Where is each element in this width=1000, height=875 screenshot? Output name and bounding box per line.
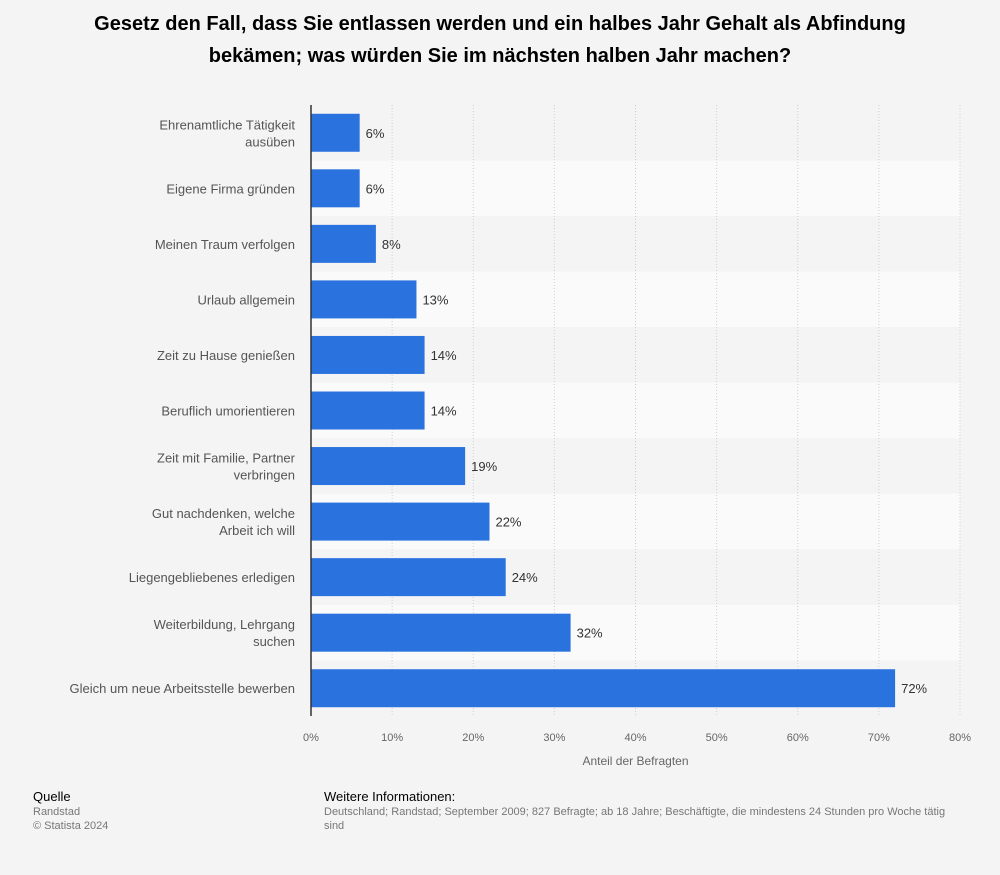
chart-title-line-1: Gesetz den Fall, dass Sie entlassen werd…: [94, 13, 906, 35]
bar-value-label: 13%: [422, 292, 448, 307]
category-label: Weiterbildung, Lehrgang: [154, 617, 295, 632]
chart-title-line-2: bekämen; was würden Sie im nächsten halb…: [208, 45, 792, 67]
x-tick-label: 80%: [949, 732, 971, 744]
x-tick-label: 10%: [381, 732, 403, 744]
bar-value-label: 6%: [366, 181, 385, 196]
category-label: Liegengebliebenes erledigen: [129, 570, 295, 585]
x-tick-label: 60%: [787, 732, 809, 744]
category-label: verbringen: [234, 468, 295, 483]
bar[interactable]: [311, 335, 425, 374]
category-label: Gut nachdenken, welche: [152, 506, 295, 521]
bar[interactable]: [311, 447, 466, 486]
category-label: Zeit mit Familie, Partner: [157, 451, 296, 466]
category-label: Ehrenamtliche Tätigkeit: [159, 117, 295, 132]
bar-chart: 6% Ehrenamtliche Tätigkeit ausüben 6% Eigene…: [70, 105, 971, 768]
category-label: ausüben: [245, 134, 295, 149]
bar[interactable]: [311, 224, 376, 263]
bar-value-label: 72%: [901, 681, 927, 696]
bar[interactable]: [311, 613, 571, 652]
source-heading: Quelle: [33, 789, 71, 804]
x-tick-label: 20%: [462, 732, 484, 744]
bar-value-label: 19%: [471, 459, 497, 474]
bar[interactable]: [311, 113, 360, 152]
x-tick-label: 70%: [868, 732, 890, 744]
category-label: Beruflich umorientieren: [161, 404, 295, 419]
category-label: Zeit zu Hause genießen: [157, 348, 295, 363]
bar[interactable]: [311, 391, 425, 430]
info-text-line-1: Deutschland; Randstad; September 2009; 8…: [324, 806, 946, 818]
x-tick-label: 30%: [543, 732, 565, 744]
category-label: Eigene Firma gründen: [166, 181, 295, 196]
bar-value-label: 8%: [382, 237, 401, 252]
chart-title: Gesetz den Fall, dass Sie entlassen werd…: [20, 8, 980, 72]
info-heading: Weitere Informationen:: [324, 790, 456, 804]
bar-value-label: 22%: [495, 515, 521, 530]
x-tick-label: 50%: [706, 732, 728, 744]
category-label: Urlaub allgemein: [197, 292, 295, 307]
bar-value-label: 32%: [577, 626, 603, 641]
row-band: [311, 160, 960, 217]
info-block: Weitere Informationen: Deutschland; Rand…: [324, 790, 1000, 833]
row-band: [311, 271, 960, 328]
bar-value-label: 6%: [366, 126, 385, 141]
info-text-line-2: sind: [324, 820, 345, 832]
bar[interactable]: [311, 280, 417, 319]
bar[interactable]: [311, 502, 490, 541]
category-label: suchen: [253, 634, 295, 649]
source-block: Quelle Randstad © Statista 2024: [33, 790, 108, 833]
bar[interactable]: [311, 669, 896, 708]
x-tick-label: 0%: [303, 732, 319, 744]
bar[interactable]: [311, 169, 360, 208]
bar-value-label: 14%: [431, 404, 457, 419]
category-label: Arbeit ich will: [219, 523, 295, 538]
category-label: Gleich um neue Arbeitsstelle bewerben: [70, 681, 295, 696]
bar[interactable]: [311, 558, 506, 597]
bar-value-label: 14%: [431, 348, 457, 363]
copyright: © Statista 2024: [33, 820, 109, 832]
x-tick-label: 40%: [624, 732, 646, 744]
x-axis-title: Anteil der Befragten: [582, 754, 688, 768]
category-label: Meinen Traum verfolgen: [155, 237, 295, 252]
source-name[interactable]: Randstad: [33, 806, 81, 818]
bar-value-label: 24%: [512, 570, 538, 585]
